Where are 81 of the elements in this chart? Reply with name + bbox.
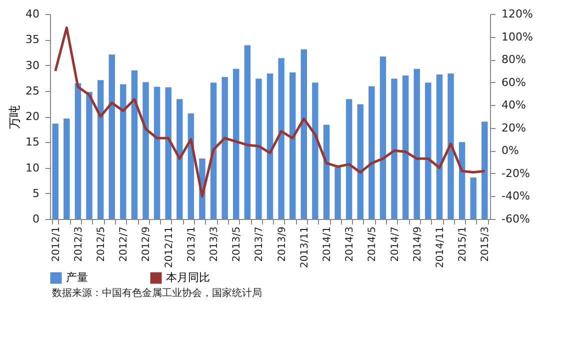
bar [222,77,228,219]
bar [470,177,476,219]
bar [425,82,432,219]
bar [256,78,262,219]
y2-tick-label: 40% [502,98,526,112]
x-tick-label: 2015/3 [480,226,492,262]
x-tick-label: 2013/1 [186,226,198,262]
x-tick-label: 2013/11 [299,226,310,268]
bar [300,49,307,219]
bar [97,80,104,219]
x-tick-label: 2014/1 [322,226,333,262]
bar [176,99,183,219]
y-tick-label: 0 [32,212,40,226]
y2-tick-label: -20% [502,166,530,180]
bar [402,76,409,219]
bar [244,45,251,219]
x-tick-label: 2015/1 [458,226,469,262]
bar [334,167,341,219]
y-tick-label: 30 [26,58,40,72]
x-tick-label: 2012/9 [141,226,152,262]
bar [266,73,274,219]
y-tick-label: 20 [26,110,40,123]
bar [380,56,386,219]
bar [323,124,330,219]
bar [391,78,398,219]
x-tick-label: 2013/3 [209,226,220,262]
bar [108,54,115,219]
x-tick-label: 2012/7 [118,226,130,262]
y2-tick-label: 120% [502,8,533,20]
bar [436,74,443,219]
bar [120,84,126,219]
x-tick-label: 2014/5 [367,226,378,262]
source-note: 数据来源：中国有色金属工业协会，国家统计局 [52,286,263,300]
x-tick-label: 2014/11 [434,226,446,268]
y2-tick-label: 60% [502,76,526,89]
y-tick-label: 10 [26,161,40,174]
bar [74,83,82,219]
y-tick-label: 40 [26,8,40,20]
bar [346,99,352,219]
bar [289,72,296,219]
bar [142,82,149,219]
x-tick-label: 2012/11 [164,226,175,268]
bar [482,122,488,219]
bar [64,118,70,219]
y2-tick-label: 0% [502,144,519,158]
bar [414,68,420,219]
legend-label: 产量 [66,271,88,284]
bar [448,73,454,219]
bar [368,86,375,219]
bar [458,142,466,219]
y-tick-label: 15 [26,136,40,149]
y-tick-label: 25 [26,84,40,98]
bar [233,68,240,219]
x-tick-label: 2014/3 [344,226,356,262]
y2-tick-label: 80% [502,53,526,66]
bar [357,104,364,219]
x-tick-label: 2013/5 [232,226,243,262]
bar [278,58,284,219]
bar [52,124,58,219]
x-tick-label: 2012/5 [96,226,108,262]
x-tick-label: 2012/3 [73,226,84,262]
y2-tick-label: -60% [502,212,530,226]
y2-tick-label: 100% [502,30,533,44]
line-series [54,26,486,198]
y2-tick-label: 20% [502,121,526,134]
y-tick-label: 5 [32,186,40,200]
bar [312,82,318,219]
y-axis-title: 万吨 [8,105,22,129]
bar [131,70,138,219]
y2-tick-label: -40% [502,190,530,203]
x-tick-label: 2012/1 [50,226,62,262]
legend-label: 本月同比 [166,271,210,284]
x-tick-label: 2014/9 [412,226,424,262]
bar [86,92,92,219]
bar [165,87,172,219]
bar [210,82,217,219]
x-tick-label: 2014/7 [390,226,401,262]
x-tick-label: 2013/9 [276,226,288,262]
x-tick-label: 2013/7 [254,226,266,262]
y-tick-label: 35 [26,33,40,46]
bar [154,86,160,219]
